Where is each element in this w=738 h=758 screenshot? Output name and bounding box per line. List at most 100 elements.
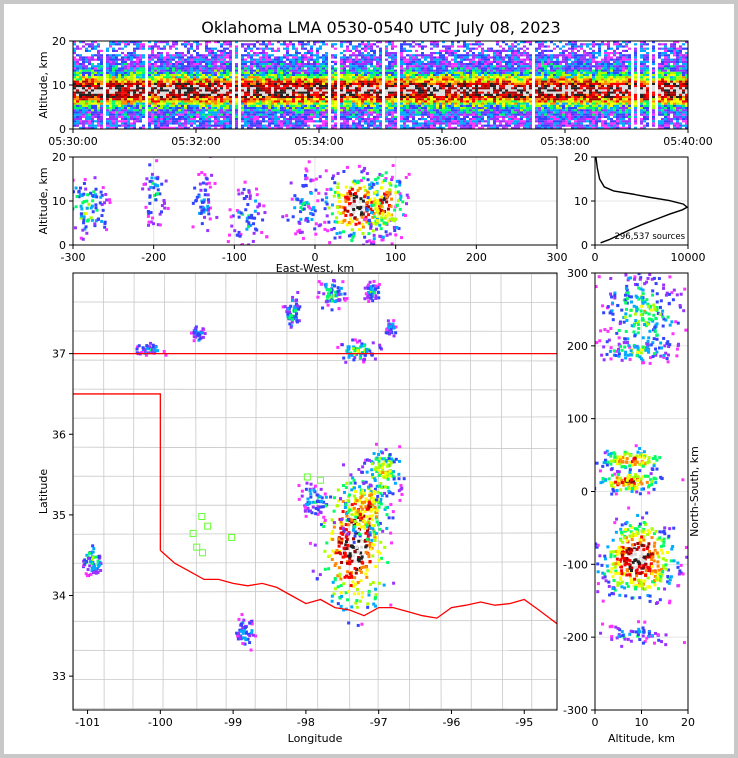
- ew-cluster-cell: [237, 215, 241, 219]
- ns-cluster-cell: [650, 536, 654, 540]
- ns-cluster-cell: [636, 350, 640, 354]
- ew-cluster-cell: [246, 225, 250, 229]
- map-cluster-cell: [203, 332, 207, 336]
- ew-cluster-cell: [149, 211, 153, 215]
- map-cluster-cell: [324, 300, 328, 304]
- ns-cluster-cell: [614, 569, 618, 573]
- ns-cluster-cell: [595, 542, 598, 546]
- map-cluster-cell: [388, 474, 392, 478]
- ns-cluster-cell: [668, 275, 672, 279]
- map-cluster-cell: [344, 503, 348, 507]
- ns-cluster-cell: [641, 301, 645, 305]
- ns-cluster-cell: [620, 565, 624, 569]
- ns-cluster-cell: [616, 549, 620, 553]
- map-cluster-cell: [340, 517, 344, 521]
- map-cluster-cell: [320, 499, 324, 503]
- ns-cluster-cell: [653, 583, 657, 587]
- map-cluster-cell: [347, 621, 351, 625]
- ns-cluster-cell: [615, 557, 619, 561]
- ew-xtick-label: 200: [466, 251, 487, 264]
- ns-cluster-cell: [640, 296, 644, 300]
- map-cluster-cell: [91, 555, 95, 559]
- map-cluster-cell: [381, 462, 385, 466]
- map-cluster-cell: [363, 297, 367, 301]
- ns-cluster-cell: [643, 587, 647, 591]
- ew-cluster-cell: [80, 214, 84, 218]
- ns-cluster-cell: [618, 572, 622, 576]
- ns-cluster-cell: [665, 551, 669, 555]
- map-cluster-cell: [136, 345, 140, 349]
- map-cluster-cell: [350, 488, 354, 492]
- ew-cluster-cell: [327, 206, 331, 210]
- map-cluster-cell: [283, 305, 287, 309]
- ns-cluster-cell: [654, 282, 658, 286]
- map-cluster-cell: [375, 515, 379, 519]
- map-cluster-cell: [367, 593, 371, 597]
- ns-cluster-cell: [654, 481, 658, 485]
- map-cluster-cell: [397, 489, 401, 493]
- ew-cluster-cell: [364, 188, 368, 192]
- ew-cluster-cell: [380, 216, 384, 220]
- ns-cluster-cell: [622, 536, 626, 540]
- ns-cluster-cell: [655, 292, 659, 296]
- map-cluster-cell: [345, 297, 349, 301]
- ns-cluster-cell: [607, 453, 611, 457]
- ns-cluster-cell: [632, 533, 636, 537]
- map-cluster-cell: [399, 487, 403, 491]
- map-cluster-cell: [389, 603, 393, 607]
- map-cluster-cell: [83, 562, 87, 566]
- time-tick-label: 05:38:00: [540, 135, 589, 148]
- map-cluster-cell: [312, 488, 316, 492]
- ew-cluster-cell: [367, 232, 371, 236]
- ns-cluster-cell: [628, 468, 632, 472]
- ns-cluster-cell: [651, 555, 655, 559]
- ns-cluster-cell: [637, 627, 641, 631]
- ns-cluster-cell: [645, 298, 649, 302]
- map-cluster-cell: [367, 524, 371, 528]
- ew-cluster-cell: [236, 188, 240, 192]
- ns-cluster-cell: [595, 486, 597, 490]
- ns-cluster-cell: [635, 583, 639, 587]
- ew-cluster-cell: [376, 221, 380, 225]
- ns-cluster-cell: [630, 463, 634, 467]
- map-cluster-cell: [192, 331, 196, 335]
- ns-cluster-cell: [589, 356, 592, 359]
- map-cluster-cell: [364, 565, 368, 569]
- ns-xlabel: Altitude, km: [608, 732, 675, 745]
- ew-cluster-cell: [160, 204, 164, 208]
- ns-cluster-cell: [609, 452, 613, 456]
- ns-cluster-cell: [625, 301, 629, 305]
- ew-cluster-cell: [364, 207, 368, 211]
- ns-cluster-cell: [647, 460, 651, 464]
- map-cluster-cell: [379, 556, 383, 560]
- map-cluster-cell: [341, 280, 345, 284]
- map-cluster-cell: [351, 347, 355, 351]
- map-cluster-cell: [367, 458, 371, 462]
- ew-cluster-cell: [388, 181, 392, 185]
- hist-ytick-label: 10: [574, 195, 588, 208]
- map-cluster-cell: [392, 477, 396, 481]
- ns-cluster-cell: [638, 492, 642, 496]
- map-cluster-cell: [327, 292, 331, 296]
- ns-cluster-cell: [629, 552, 633, 556]
- map-cluster-cell: [290, 314, 294, 318]
- map-cluster-cell: [319, 505, 323, 509]
- ew-cluster-cell: [256, 212, 260, 216]
- map-cluster-cell: [359, 525, 363, 529]
- ew-cluster-cell: [349, 217, 353, 221]
- ns-cluster-cell: [629, 295, 633, 299]
- ew-cluster-cell: [164, 179, 168, 183]
- map-cluster-cell: [353, 501, 357, 505]
- ew-cluster-cell: [329, 187, 333, 191]
- ew-cluster-cell: [386, 207, 390, 211]
- ns-cluster-cell: [633, 577, 637, 581]
- map-cluster-cell: [369, 293, 373, 297]
- ns-cluster-cell: [657, 264, 660, 267]
- map-cluster-cell: [304, 514, 308, 518]
- map-cluster-cell: [300, 489, 304, 493]
- map-cluster-cell: [377, 296, 381, 300]
- map-cluster-cell: [357, 539, 361, 543]
- ns-cluster-cell: [596, 562, 600, 566]
- ew-cluster-cell: [162, 199, 166, 203]
- ns-cluster-cell: [612, 481, 616, 485]
